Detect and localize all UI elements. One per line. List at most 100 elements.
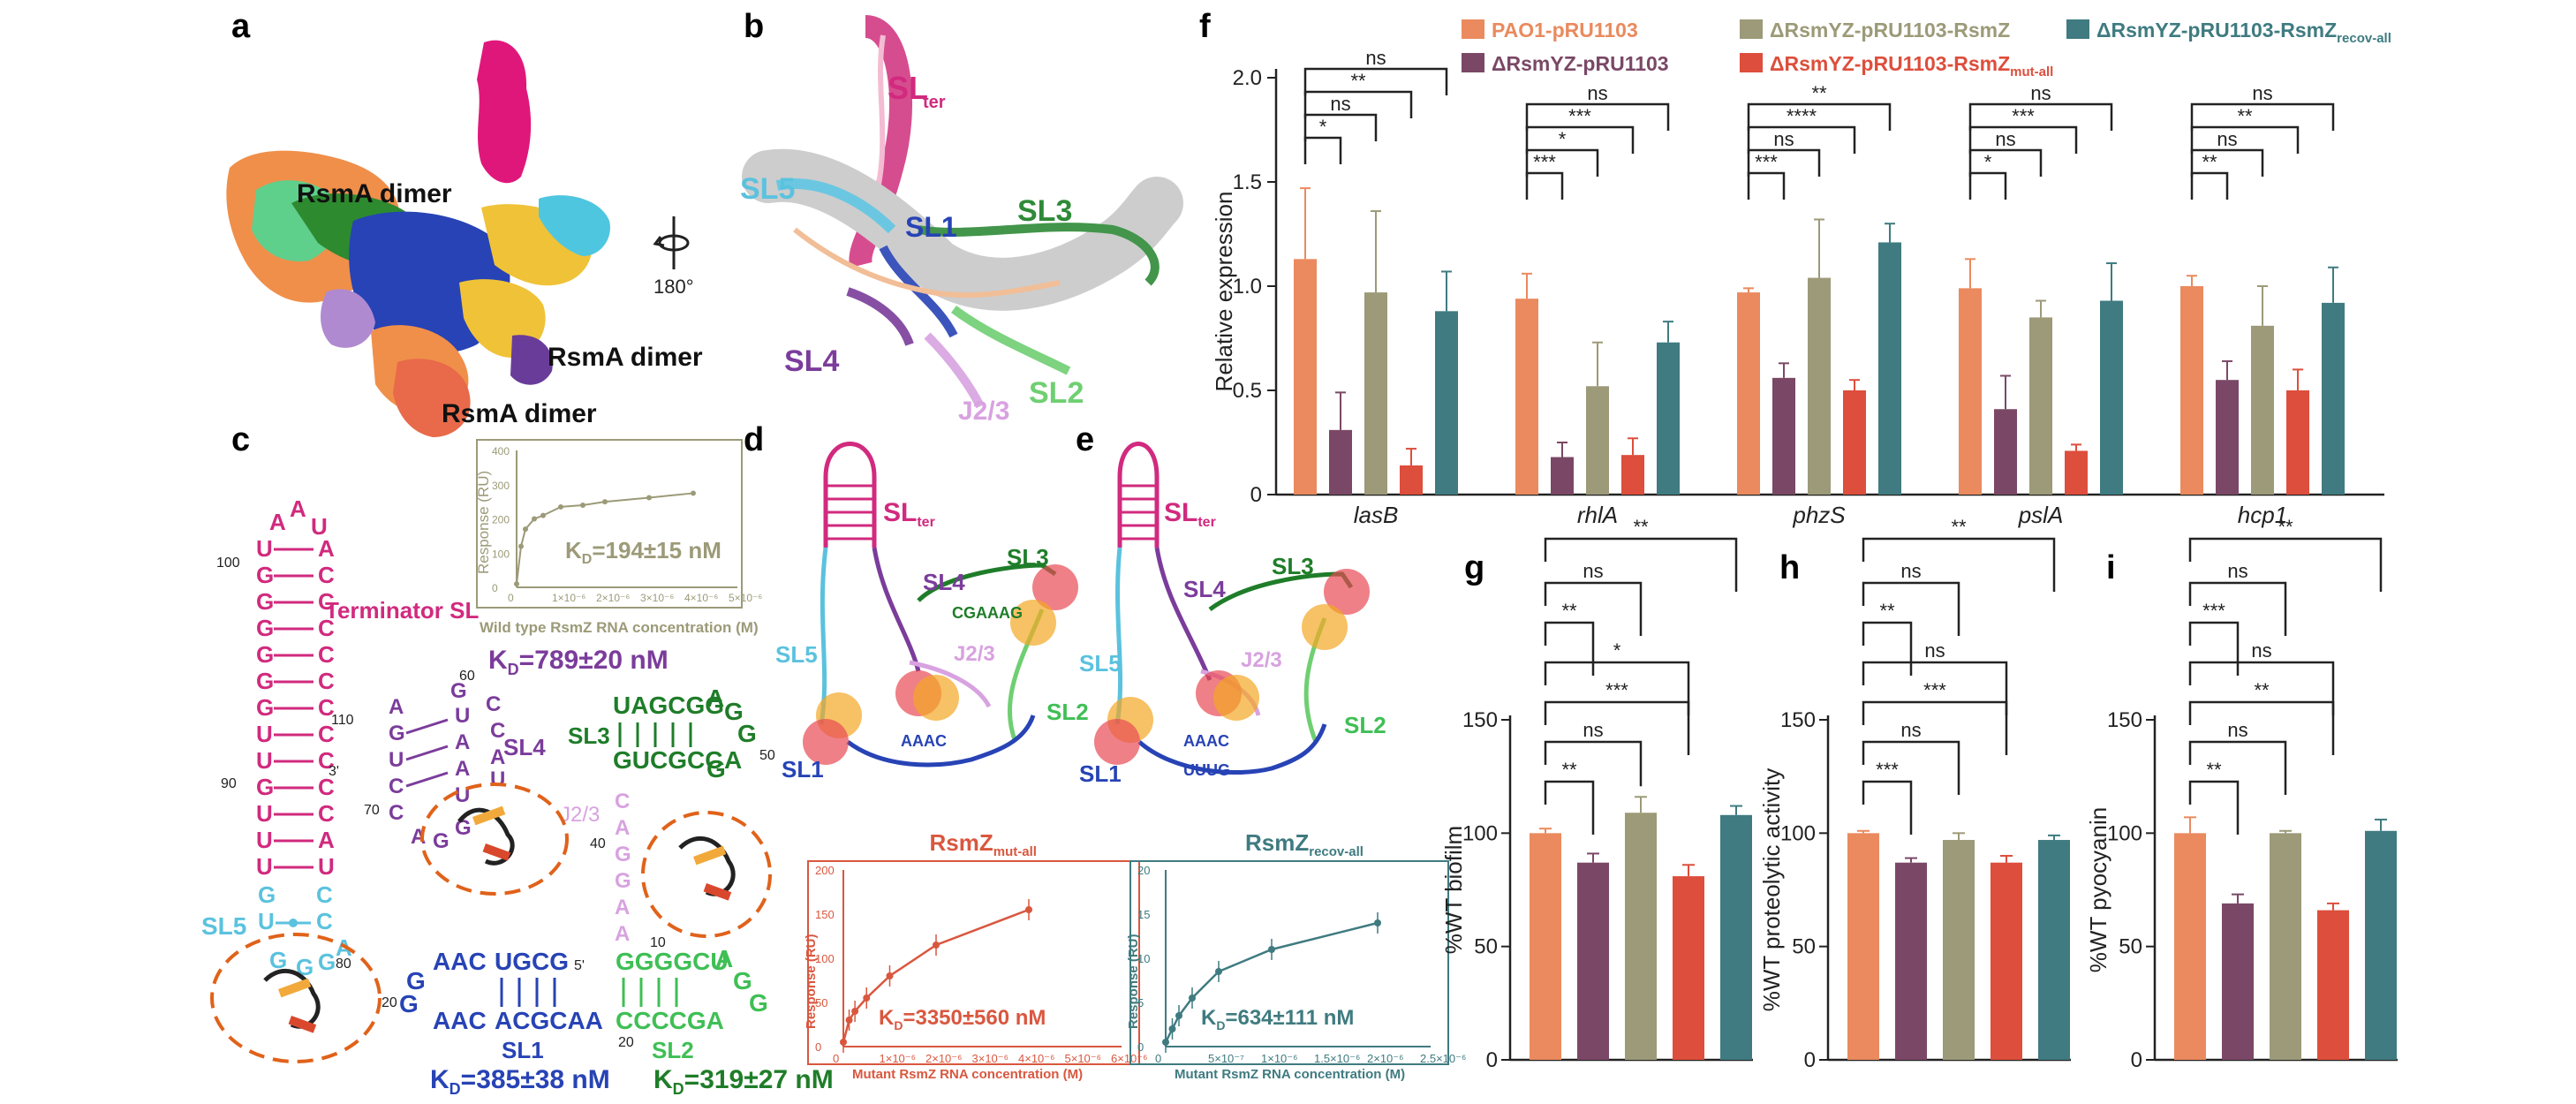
svg-text:ACGCAA: ACGCAA bbox=[495, 1007, 603, 1034]
sig-bracket bbox=[2188, 780, 2240, 835]
panel-b: b SL ter SL5 SL1 SL3 SL4 SL2 J2/3 bbox=[740, 8, 1183, 426]
f-bar bbox=[1329, 429, 1352, 495]
f-sig-bracket bbox=[1747, 148, 1821, 177]
legend-name: ΔRsmYZ-pRU1103-RsmZ bbox=[1770, 19, 2010, 42]
svg-text:G: G bbox=[733, 967, 752, 994]
nt-80: 80 bbox=[336, 957, 351, 972]
f-bar bbox=[1959, 288, 1982, 495]
svg-text:GGGGCU: GGGGCU bbox=[616, 948, 729, 975]
svg-text:G: G bbox=[256, 615, 274, 641]
sig-bracket bbox=[1862, 700, 2008, 755]
kd-sl2: KD=319±27 nM bbox=[653, 1065, 834, 1098]
f-sig-label: *** bbox=[1568, 105, 1591, 127]
legend: PAO1-pRU1103 ΔRsmYZ-pRU1103-RsmZ ΔRsmYZ-pR… bbox=[1462, 19, 2391, 79]
wt-xtick-label: 5×10⁻⁶ bbox=[729, 592, 762, 604]
xtick-label: 2×10⁻⁶ bbox=[1367, 1052, 1404, 1065]
kd-wt: KD=194±15 nM bbox=[565, 537, 721, 567]
xtick-label: 0 bbox=[833, 1052, 839, 1065]
terminator-label: Terminator SL bbox=[325, 597, 479, 624]
svg-text:CCCCGA: CCCCGA bbox=[616, 1007, 724, 1034]
sl5-label: SL5 bbox=[740, 172, 795, 206]
ytick-label: 15 bbox=[1137, 908, 1150, 921]
sl2-stem: GGGGCU CCCCGA AGG bbox=[616, 945, 768, 1034]
f-bar bbox=[1586, 386, 1609, 495]
nt-100: 100 bbox=[216, 556, 240, 571]
svg-text:G: G bbox=[455, 816, 472, 840]
wt-data-point bbox=[514, 581, 519, 587]
f-sig-bracket bbox=[1968, 125, 2078, 154]
sig-label: ns bbox=[1924, 639, 1945, 662]
f-bar bbox=[1657, 342, 1680, 495]
sig-label: ns bbox=[1900, 719, 1921, 741]
svg-text:A: A bbox=[615, 922, 630, 946]
sig-bracket bbox=[1544, 700, 1690, 755]
svg-text:U: U bbox=[318, 853, 335, 880]
f-ytick-label: 0 bbox=[1250, 483, 1262, 507]
sig-label: * bbox=[1613, 639, 1621, 662]
wt-ytick-label: 100 bbox=[492, 548, 510, 560]
wt-inset-marks: 0 1×10⁻⁶ 2×10⁻⁶ 3×10⁻⁶ 4×10⁻⁶ 5×10⁻⁶ 0 100 200 30… bbox=[492, 445, 762, 604]
title-main: RsmZ bbox=[930, 829, 993, 856]
d-sl4: SL4 bbox=[923, 569, 965, 595]
legend-swatch bbox=[1462, 53, 1484, 72]
chart-mut-all: 0 1×10⁻⁶ 2×10⁻⁶ 3×10⁻⁶ 4×10⁻⁶ 5×10⁻⁶ 6×10⁻⁶050… bbox=[804, 829, 1148, 1082]
sig-bracket bbox=[1862, 780, 1913, 835]
j23-label-c: J2/3 bbox=[560, 803, 600, 827]
j23-strand: CAG GAA bbox=[615, 790, 631, 946]
chart-title: RsmZrecov-all bbox=[1245, 829, 1364, 859]
sl1-label: SL1 bbox=[905, 211, 957, 243]
ytick-label: 5 bbox=[1137, 996, 1144, 1009]
svg-text:C: C bbox=[316, 908, 333, 934]
rsma-dimer-label-3: RsmA dimer bbox=[442, 399, 597, 428]
legend-name: ΔRsmYZ-pRU1103-RsmZ bbox=[2096, 19, 2337, 42]
ytick-label: 0 bbox=[1486, 1048, 1498, 1072]
f-ytick-label: 2.0 bbox=[1233, 66, 1262, 90]
svg-text:U: U bbox=[256, 800, 273, 827]
svg-text:C: C bbox=[318, 615, 335, 641]
svg-text:C: C bbox=[490, 719, 505, 743]
legend-swatch bbox=[1740, 19, 1763, 39]
title-sub: mut-all bbox=[993, 844, 1037, 859]
ytick-label: 100 bbox=[1462, 821, 1498, 845]
xtick-label: 4×10⁻⁶ bbox=[1018, 1052, 1055, 1065]
sl3-label: SL3 bbox=[1017, 194, 1072, 228]
f-ytick-label: 0.5 bbox=[1233, 379, 1262, 403]
sig-label: ns bbox=[1900, 560, 1921, 582]
svg-text:C: C bbox=[615, 790, 630, 813]
wt-ytick-label: 300 bbox=[492, 480, 510, 492]
kd-val: =634±111 nM bbox=[1225, 1006, 1354, 1030]
sig-label: ** bbox=[1561, 759, 1577, 781]
f-bar bbox=[1843, 390, 1866, 495]
f-category-label: rhlA bbox=[1577, 502, 1618, 528]
svg-text:G: G bbox=[450, 679, 467, 703]
ytick-label: 0 bbox=[815, 1040, 821, 1054]
ytick-label: 150 bbox=[2107, 708, 2142, 732]
chart-frame bbox=[1129, 860, 1449, 1065]
sig-bracket bbox=[1862, 661, 2008, 715]
f-sig-label: ns bbox=[1330, 93, 1350, 115]
sig-bracket bbox=[1862, 537, 2056, 592]
y-axis-label: %WT proteolytic activity bbox=[1758, 768, 1785, 1011]
sig-label: *** bbox=[1876, 759, 1899, 781]
f-bar bbox=[1294, 259, 1317, 495]
f-sig-label: ns bbox=[2252, 82, 2272, 104]
f-sig-label: ns bbox=[1995, 128, 2015, 150]
xtick-label: 5×10⁻⁶ bbox=[1065, 1052, 1102, 1065]
xtick-label: 2×10⁻⁶ bbox=[925, 1052, 963, 1065]
panel-a: a RsmA dimer RsmA dimer RsmA dimer 180° bbox=[226, 8, 703, 437]
sl3-label-c: SL3 bbox=[568, 722, 610, 749]
svg-text:G: G bbox=[389, 722, 405, 745]
sig-label: ** bbox=[2206, 759, 2222, 781]
e-sl3: SL3 bbox=[1272, 553, 1314, 579]
f-bar bbox=[2322, 302, 2345, 495]
f-sig-bracket bbox=[1747, 125, 1856, 154]
bar bbox=[1895, 862, 1927, 1060]
f-sig-label: *** bbox=[1755, 151, 1778, 173]
svg-text:A: A bbox=[615, 896, 630, 919]
sig-label: ** bbox=[1561, 600, 1577, 622]
rotate-icon bbox=[653, 216, 690, 269]
legend-swatch bbox=[2066, 19, 2089, 39]
